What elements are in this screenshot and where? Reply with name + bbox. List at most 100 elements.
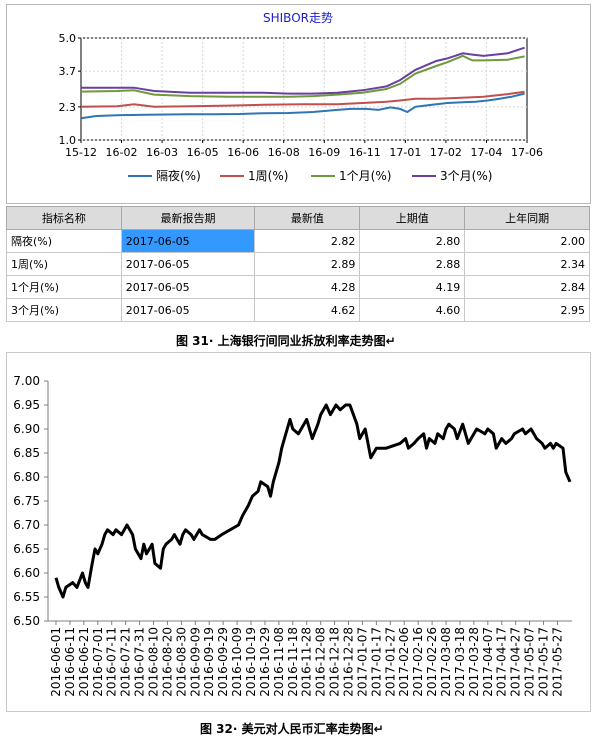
series-line [81,46,525,95]
col-header-year-ago[interactable]: 上年同期 [464,206,590,230]
x-tick-label: 2016-11-18 [286,627,300,697]
x-tick-label: 2016-08-30 [174,627,188,697]
x-tick-label: 2017-02-06 [397,627,411,697]
x-tick-label: 2017-04-27 [509,627,523,697]
figure-32-caption: 图 32· 美元对人民币汇率走势图↵ [200,722,384,736]
x-tick-label: 2016-06-21 [77,627,91,697]
x-tick-label: 2016-11-28 [300,627,314,697]
x-tick-label: 2017-04-07 [481,627,495,697]
table-row[interactable]: 3个月(%) 2017-06-05 4.62 4.60 2.95 [6,298,590,322]
x-tick-label: 2017-05-07 [523,627,537,697]
x-tick-label: 2016-07-31 [133,627,147,697]
year-ago-value-cell[interactable]: 2.00 [464,229,590,253]
y-tick-label: 7.00 [13,374,40,388]
latest-period-cell[interactable]: 2017-06-05 [120,275,256,299]
series-line [80,92,525,120]
col-header-latest-period[interactable]: 最新报告期 [120,206,256,230]
x-tick-label: 2016-06-01 [49,627,63,697]
legend-label: 3个月(%) [440,169,492,183]
series-line [54,403,572,599]
y-tick-label: 6.50 [13,614,40,628]
col-header-indicator[interactable]: 指标名称 [6,206,122,230]
x-tick-label: 2016-06-11 [63,627,77,697]
chart-title: SHIBOR走势 [263,11,333,25]
legend-label: 1个月(%) [339,169,391,183]
shibor-chart: SHIBOR走势 1.0 2.3 3.7 5.0 15-12 16-02 16-03 16-05… [6,4,591,204]
y-tick-label: 6.90 [13,422,40,436]
x-tick-label: 16-08 [268,146,300,159]
latest-value-cell[interactable]: 4.28 [254,275,361,299]
x-tick-label: 2016-10-29 [258,627,272,697]
x-tick-label: 2017-01-07 [355,627,369,697]
x-tick-label: 16-06 [227,146,259,159]
indicator-name-cell[interactable]: 3个月(%) [6,298,122,322]
year-ago-value-cell[interactable]: 2.84 [464,275,590,299]
previous-value-cell[interactable]: 4.19 [359,275,466,299]
y-tick-label: 6.75 [13,494,40,508]
x-tick-label: 2016-12-18 [328,627,342,697]
usdcny-chart: 6.50 6.55 6.60 6.65 6.70 6.75 6.80 6.85 6.90 6.95… [13,374,572,697]
x-tick-label: 2016-08-10 [147,627,161,697]
y-tick-label: 1.0 [59,134,77,147]
table-row[interactable]: 1周(%) 2017-06-05 2.89 2.88 2.34 [6,252,590,276]
x-tick-label: 2017-01-27 [383,627,397,697]
series-line [80,54,525,98]
x-tick-label: 17-01 [389,146,421,159]
x-tick-label: 2016-07-21 [119,627,133,697]
x-tick-label: 16-02 [106,146,138,159]
x-tick-label: 2017-02-26 [425,627,439,697]
indicator-name-cell[interactable]: 1个月(%) [6,275,122,299]
previous-value-cell[interactable]: 2.80 [359,229,466,253]
x-tick-label: 17-02 [430,146,462,159]
legend-label: 1周(%) [248,169,288,183]
x-tick-label: 16-11 [349,146,381,159]
x-tick-label: 2017-01-17 [369,627,383,697]
x-tick-label: 17-06 [511,146,543,159]
x-tick-label: 2016-09-09 [188,627,202,697]
y-tick-label: 6.80 [13,470,40,484]
x-tick-label: 2017-03-18 [453,627,467,697]
x-tick-label: 2016-08-20 [160,627,174,697]
x-tick-label: 2016-12-28 [342,627,356,697]
figure-31-caption: 图 31· 上海银行间同业拆放利率走势图↵ [176,334,396,348]
y-tick-label: 6.85 [13,446,40,460]
y-tick-label: 6.65 [13,542,40,556]
y-tick-label: 6.55 [13,590,40,604]
x-tick-label: 2016-12-08 [314,627,328,697]
x-tick-label: 17-04 [470,146,502,159]
table-row[interactable]: 1个月(%) 2017-06-05 4.28 4.19 2.84 [6,275,590,299]
x-tick-label: 2017-04-17 [495,627,509,697]
x-tick-label: 2016-07-11 [105,627,119,697]
latest-value-cell[interactable]: 2.82 [254,229,361,253]
y-tick-label: 2.3 [59,101,77,114]
indicator-name-cell[interactable]: 隔夜(%) [6,229,122,253]
latest-period-cell[interactable]: 2017-06-05 [120,298,256,322]
indicator-name-cell[interactable]: 1周(%) [6,252,122,276]
previous-value-cell[interactable]: 4.60 [359,298,466,322]
shibor-indicator-table: 指标名称 最新报告期 最新值 上期值 上年同期 隔夜(%) 2017-06-05… [6,206,590,322]
year-ago-value-cell[interactable]: 2.95 [464,298,590,322]
table-row[interactable]: 隔夜(%) 2017-06-05 2.82 2.80 2.00 [6,229,590,253]
plot-area [80,37,528,141]
latest-value-cell[interactable]: 2.89 [254,252,361,276]
x-tick-label: 2016-10-09 [230,627,244,697]
y-tick-label: 6.70 [13,518,40,532]
latest-value-cell[interactable]: 4.62 [254,298,361,322]
y-tick-label: 6.95 [13,398,40,412]
y-tick-label: 3.7 [59,65,77,78]
y-tick-label: 5.0 [59,32,77,45]
x-tick-label: 15-12 [65,146,97,159]
x-tick-label: 2017-02-16 [411,627,425,697]
x-tick-label: 16-03 [146,146,178,159]
x-tick-label: 2017-03-28 [467,627,481,697]
x-tick-label: 2016-07-01 [91,627,105,697]
col-header-previous-value[interactable]: 上期值 [359,206,466,230]
y-tick-label: 6.60 [13,566,40,580]
latest-period-cell[interactable]: 2017-06-05 [120,229,256,253]
x-tick-label: 2016-09-29 [216,627,230,697]
col-header-latest-value[interactable]: 最新值 [254,206,361,230]
previous-value-cell[interactable]: 2.88 [359,252,466,276]
latest-period-cell[interactable]: 2017-06-05 [120,252,256,276]
table-header-row: 指标名称 最新报告期 最新值 上期值 上年同期 [6,206,590,230]
year-ago-value-cell[interactable]: 2.34 [464,252,590,276]
